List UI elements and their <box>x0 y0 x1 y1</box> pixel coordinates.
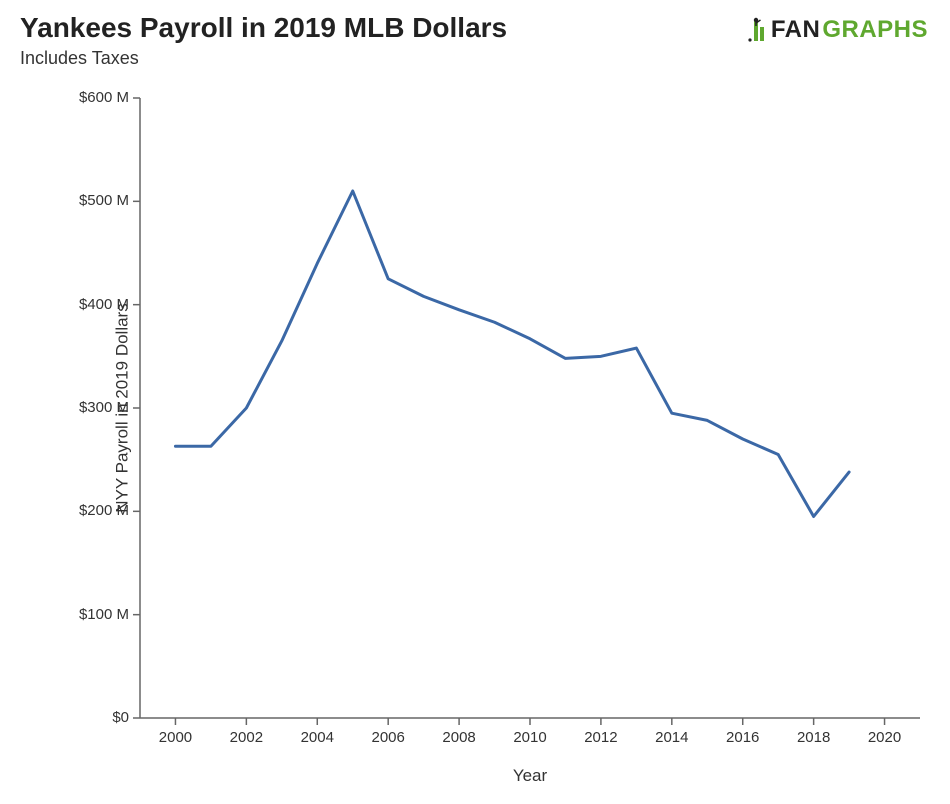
y-tick-label: $100 M <box>79 606 129 623</box>
x-tick-label: 2020 <box>868 729 901 746</box>
y-tick-label: $0 <box>112 709 129 726</box>
chart-svg <box>140 98 922 720</box>
x-tick-label: 2014 <box>655 729 688 746</box>
fangraphs-logo: FANGRAPHS <box>747 16 928 44</box>
x-tick-label: 2000 <box>159 729 192 746</box>
x-tick-label: 2010 <box>513 729 546 746</box>
fangraphs-icon <box>747 17 769 43</box>
x-tick-label: 2002 <box>230 729 263 746</box>
y-tick-label: $500 M <box>79 192 129 209</box>
y-tick-label: $600 M <box>79 89 129 106</box>
x-axis-label: Year <box>513 766 547 786</box>
logo-text-graphs: GRAPHS <box>822 16 928 44</box>
x-tick-label: 2018 <box>797 729 830 746</box>
x-tick-label: 2004 <box>301 729 334 746</box>
plot-area: NYY Payroll in 2019 Dollars Year $0$100 … <box>0 80 950 804</box>
x-tick-label: 2006 <box>371 729 404 746</box>
logo-text-fan: FAN <box>771 16 821 44</box>
y-tick-label: $300 M <box>79 399 129 416</box>
x-tick-label: 2012 <box>584 729 617 746</box>
x-tick-label: 2016 <box>726 729 759 746</box>
y-tick-label: $400 M <box>79 296 129 313</box>
chart-subtitle: Includes Taxes <box>20 48 930 69</box>
x-tick-label: 2008 <box>442 729 475 746</box>
y-tick-label: $200 M <box>79 502 129 519</box>
